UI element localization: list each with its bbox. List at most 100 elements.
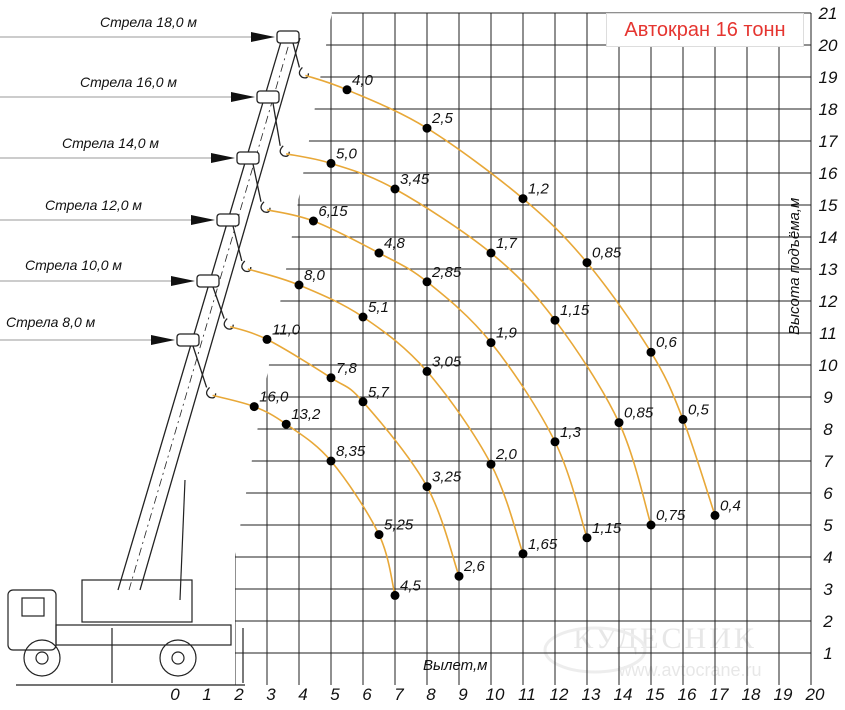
truck-cab <box>7 589 57 651</box>
watermark: КУДЕСНИК www.avtocrane.ru <box>543 622 762 680</box>
y-tick-label: 15 <box>819 196 838 215</box>
y-tick-label: 19 <box>819 68 838 87</box>
hook-rope <box>252 163 262 202</box>
boom <box>117 30 310 591</box>
arrow-icon <box>251 32 275 42</box>
load-label: 16,0 <box>259 389 289 406</box>
boom-labels: Стрела 8,0 м Стрела 10,0 м Стрела 12,0 м Ст… <box>0 14 275 345</box>
x-axis-label: Вылет,м <box>423 657 487 674</box>
x-tick-label: 0 <box>170 685 180 704</box>
x-tick-label: 18 <box>742 685 761 704</box>
truck-frame <box>55 624 232 646</box>
load-label: 8,0 <box>304 267 326 284</box>
front-wheel <box>23 639 61 677</box>
load-point <box>358 312 368 322</box>
load-label: 2,5 <box>431 110 454 127</box>
load-label: 0,85 <box>624 405 654 422</box>
x-tick-label: 16 <box>678 685 697 704</box>
arrow-icon <box>171 276 195 286</box>
boom-length-label: Стрела 12,0 м <box>45 197 142 213</box>
load-point <box>281 419 291 429</box>
front-wheel-hub <box>35 651 49 665</box>
load-point <box>308 216 318 226</box>
load-label: 13,2 <box>291 406 321 423</box>
watermark-site: www.avtocrane.ru <box>617 660 761 680</box>
y-tick-label: 3 <box>823 580 833 599</box>
x-tick-label: 8 <box>426 685 436 704</box>
y-tick-label: 1 <box>823 644 832 663</box>
x-tick-label: 4 <box>298 685 307 704</box>
load-label: 0,85 <box>592 245 622 262</box>
load-point <box>342 85 352 95</box>
y-tick-label: 6 <box>823 484 833 503</box>
x-tick-label: 12 <box>550 685 569 704</box>
x-tick-label: 17 <box>710 685 729 704</box>
boom-length-label: Стрела 8,0 м <box>6 314 96 330</box>
load-point <box>710 510 720 520</box>
y-tick-label: 21 <box>818 4 838 23</box>
boom-section-collar <box>236 151 260 165</box>
hook-rope <box>292 42 301 68</box>
rear-wheel <box>159 639 197 677</box>
load-point <box>646 520 656 530</box>
hook-rope <box>272 102 281 146</box>
x-tick-label: 6 <box>362 685 372 704</box>
hook-rope <box>212 286 225 319</box>
load-point <box>486 248 496 258</box>
arrow-icon <box>151 335 175 345</box>
x-tick-label: 7 <box>394 685 404 704</box>
load-label: 4,0 <box>352 72 374 89</box>
y-tick-label: 7 <box>823 452 833 471</box>
load-label: 3,45 <box>400 171 430 188</box>
load-label: 1,65 <box>528 536 558 553</box>
load-point <box>486 338 496 348</box>
load-point <box>646 347 656 357</box>
load-point <box>358 397 368 407</box>
y-tick-label: 11 <box>819 324 837 343</box>
load-label: 3,05 <box>432 353 462 370</box>
load-point <box>486 459 496 469</box>
load-curves: 16,013,2 8,35 5,25 4,5 11,0 7,8 5,7 3,25 2,6 8,0 5… <box>212 72 741 600</box>
chart-title: Автокран 16 тонн <box>606 13 804 47</box>
load-label: 6,15 <box>318 203 348 220</box>
x-tick-label: 5 <box>330 685 340 704</box>
load-label: 5,1 <box>368 299 389 316</box>
y-tick-label: 12 <box>819 292 838 311</box>
load-label: 1,3 <box>560 424 582 441</box>
arrow-icon <box>191 215 215 225</box>
boom-centerline <box>128 36 292 591</box>
boom-edge-left <box>117 34 284 591</box>
y-tick-label: 5 <box>823 516 833 535</box>
boom-length-label: Стрела 16,0 м <box>80 74 177 90</box>
rear-wheel-hub <box>171 651 185 665</box>
axes: Вылет,м Высота подъёма,м 0 1 2 3 4 5 6 7 8 9 10 11 1… <box>170 4 838 704</box>
load-label: 2,0 <box>495 446 518 463</box>
load-point <box>678 414 688 424</box>
load-label: 1,15 <box>560 302 590 319</box>
x-tick-label: 3 <box>266 685 276 704</box>
load-label: 0,5 <box>688 401 710 418</box>
boom-cylinder <box>179 479 186 601</box>
watermark-brand: КУДЕСНИК <box>573 622 757 655</box>
load-label: 2,6 <box>463 558 486 575</box>
boom-section-collar <box>196 274 220 288</box>
boom-section-collar <box>216 213 240 227</box>
boom-length-label: Стрела 14,0 м <box>62 135 159 151</box>
load-point <box>582 258 592 268</box>
boom-edge-right <box>139 37 301 591</box>
load-label: 7,8 <box>336 360 358 377</box>
y-tick-label: 9 <box>823 388 833 407</box>
x-tick-label: 1 <box>202 685 211 704</box>
load-label: 5,7 <box>368 384 390 401</box>
x-tick-label: 19 <box>774 685 793 704</box>
y-tick-label: 2 <box>822 612 833 631</box>
load-label: 5,25 <box>384 517 414 534</box>
load-label: 11,0 <box>272 321 301 338</box>
load-label: 4,5 <box>400 577 422 594</box>
load-point <box>249 402 259 412</box>
y-tick-label: 13 <box>819 260 838 279</box>
y-tick-label: 16 <box>819 164 838 183</box>
load-point <box>422 366 432 376</box>
y-tick-label: 17 <box>819 132 838 151</box>
